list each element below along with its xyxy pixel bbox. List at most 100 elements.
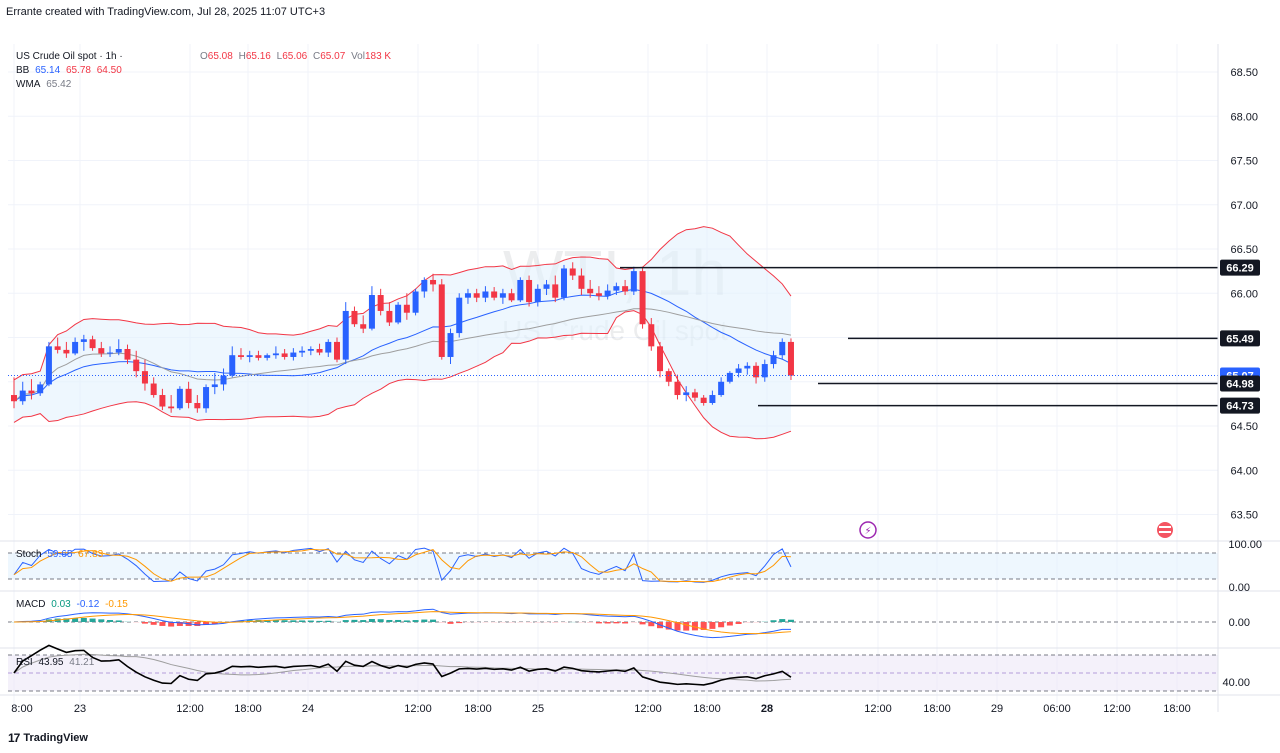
macd-histogram-bar <box>325 620 332 622</box>
macd-histogram-bar <box>281 620 288 622</box>
candle-body <box>491 291 498 298</box>
time-tick-label: 25 <box>532 703 544 715</box>
stoch-legend[interactable]: Stoch 59.65 67.83 <box>16 548 106 562</box>
price-tick-label: 68.00 <box>1230 111 1258 123</box>
macd-histogram-bar <box>421 619 428 622</box>
candle-body <box>753 365 760 378</box>
macd-histogram-bar <box>194 622 201 627</box>
candle-body <box>665 371 672 382</box>
candle-body <box>124 349 131 360</box>
macd-histogram-bar <box>412 620 419 622</box>
macd-legend[interactable]: MACD 0.03 -0.12 -0.15 <box>16 598 131 612</box>
candle-body <box>560 268 567 298</box>
macd-histogram-bar <box>80 617 87 622</box>
candle-body <box>639 271 646 325</box>
symbol-legend[interactable]: US Crude Oil spot · 1h · <box>16 50 126 64</box>
price-tick-label: 66.50 <box>1230 244 1258 256</box>
candle-body <box>622 286 629 292</box>
macd-label: MACD <box>16 599 46 610</box>
stoch-band <box>8 553 1218 579</box>
macd-pane: 0.00 <box>8 608 1250 639</box>
macd-histogram-bar <box>316 620 323 622</box>
candle-body <box>569 268 576 276</box>
macd-histogram-bar <box>517 622 524 623</box>
macd-histogram-bar <box>499 622 506 623</box>
macd-histogram-bar <box>578 622 585 623</box>
time-tick-label: 24 <box>302 703 314 715</box>
candle-body <box>464 293 471 298</box>
macd-histogram-bar <box>447 622 454 624</box>
macd-histogram-bar <box>430 619 437 622</box>
candle-body <box>316 349 323 353</box>
candle-body <box>281 353 288 357</box>
macd-histogram-bar <box>176 622 183 626</box>
wma-label: WMA <box>16 79 41 90</box>
macd-histogram-bar <box>403 620 410 622</box>
tradingview-logo[interactable]: 17 TradingView <box>8 731 88 745</box>
candle-body <box>421 279 428 292</box>
candle-body <box>403 304 410 313</box>
candle-body <box>54 346 61 350</box>
time-tick-label: 28 <box>761 703 773 715</box>
candle-body <box>718 381 725 396</box>
rsi-legend[interactable]: RSI 43.95 41.21 <box>16 656 97 670</box>
time-tick-label: 06:00 <box>1043 703 1071 715</box>
macd-histogram-bar <box>587 622 594 623</box>
macd-histogram-bar <box>630 622 637 623</box>
candle-body <box>447 333 454 357</box>
candle-body <box>386 310 393 323</box>
candle-body <box>578 275 585 289</box>
close-value: 65.07 <box>320 51 346 62</box>
macd-histogram-bar <box>709 622 716 629</box>
macd-histogram-bar <box>761 621 768 622</box>
grid <box>8 44 1218 712</box>
macd-histogram-bar <box>552 622 559 623</box>
macd-histogram-bar <box>473 622 480 623</box>
macd-histogram-bar <box>595 622 602 624</box>
macd-histogram-bar <box>11 622 17 623</box>
macd-histogram-bar <box>534 622 541 623</box>
candle-body <box>648 324 655 347</box>
candle-body <box>80 339 87 342</box>
candle-body <box>237 355 244 357</box>
candle-body <box>395 304 402 323</box>
candle-body <box>412 291 419 313</box>
macd-histogram-bar <box>63 618 70 622</box>
wma-legend[interactable]: WMA 65.42 <box>16 78 74 92</box>
macd-histogram-bar <box>377 619 384 622</box>
time-tick-label: 18:00 <box>923 703 951 715</box>
macd-histogram-bar <box>351 619 358 622</box>
candle-body <box>534 288 541 303</box>
symbol-title[interactable]: US Crude Oil spot · 1h · <box>16 51 123 62</box>
macd-histogram-bar <box>89 618 96 622</box>
candle-body <box>517 279 524 301</box>
candle-body <box>351 310 358 325</box>
open-value: 65.08 <box>207 51 233 62</box>
bb-legend[interactable]: BB 65.14 65.78 64.50 <box>16 64 125 78</box>
macd-histogram-bar <box>613 622 620 624</box>
time-tick-label: 8:00 <box>11 703 32 715</box>
candle-body <box>194 402 201 409</box>
macd-hist-value: 0.03 <box>51 599 71 610</box>
candle-body <box>307 349 314 351</box>
candle-body <box>508 293 515 301</box>
candle-body <box>246 355 253 357</box>
candle-body <box>334 341 341 360</box>
price-tick-label: 68.50 <box>1230 67 1258 79</box>
time-tick-label: 18:00 <box>1163 703 1191 715</box>
macd-histogram-bar <box>342 620 349 622</box>
candle-body <box>290 352 297 357</box>
tradingview-logo-icon: 17 <box>8 731 20 745</box>
candle-body <box>255 355 262 358</box>
rsi-ma-value: 41.21 <box>69 657 95 668</box>
candle-body <box>657 346 664 372</box>
time-tick-label: 12:00 <box>404 703 432 715</box>
stoch-tick-label: 100.00 <box>1228 539 1262 551</box>
rsi-pane: 40.00 <box>8 644 1250 692</box>
macd-histogram-bar <box>622 622 629 624</box>
price-label-text: 64.73 <box>1226 401 1254 413</box>
macd-histogram-bar <box>665 622 672 630</box>
stoch-d-value: 67.83 <box>78 549 104 560</box>
candle-body <box>150 383 157 396</box>
